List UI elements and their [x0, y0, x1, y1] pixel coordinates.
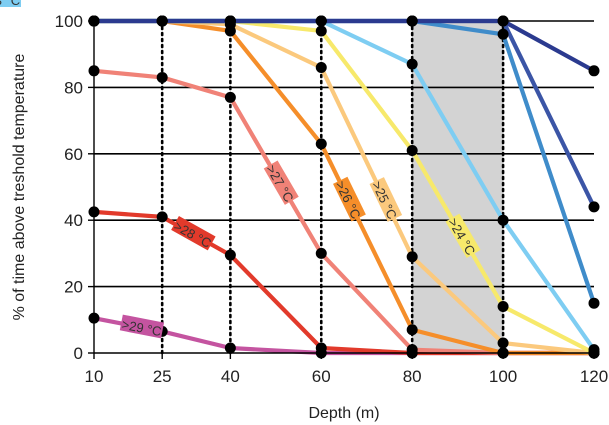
series-label: >25 °C: [369, 179, 400, 222]
data-point: [406, 58, 418, 70]
data-point: [156, 71, 168, 83]
data-point: [497, 214, 509, 226]
y-tick-label: 20: [64, 278, 83, 297]
series-label-group: >25 °C: [369, 177, 403, 222]
series-label-bg: [263, 160, 299, 205]
data-point: [588, 65, 600, 77]
data-point: [315, 138, 327, 150]
series-label-bg: [171, 215, 216, 251]
series-label: >23 °C: [0, 0, 20, 8]
data-point: [156, 15, 168, 27]
data-point: [588, 297, 600, 309]
data-point: [224, 25, 236, 37]
series-label-bg: [119, 314, 165, 339]
y-tick-label: 100: [55, 12, 83, 31]
series-label-bg: [445, 213, 481, 258]
series-label-group: >23 °C: [0, 0, 21, 8]
series-label: >28 °C: [171, 218, 213, 251]
data-point: [406, 15, 418, 27]
series-label: >27 °C: [263, 162, 296, 204]
data-point: [588, 201, 600, 213]
x-tick-label: 100: [489, 367, 517, 386]
series-label-group: >28 °C: [171, 215, 216, 251]
data-point: [497, 337, 509, 349]
y-tick-label: 80: [64, 78, 83, 97]
x-tick-label: 25: [153, 367, 172, 386]
x-tick-label: 10: [85, 367, 104, 386]
x-tick-label: 40: [221, 367, 240, 386]
data-point: [406, 324, 418, 336]
series-label-group: >26 °C: [333, 176, 366, 222]
data-point: [406, 251, 418, 263]
data-point: [315, 247, 327, 259]
series-label-bg: [333, 176, 366, 222]
data-point: [224, 91, 236, 103]
data-point: [497, 301, 509, 313]
series-label-bg: [369, 177, 403, 222]
series-label: >29 °C: [120, 317, 162, 339]
data-points: [88, 15, 600, 359]
axis-frame: [93, 19, 594, 354]
data-point: [315, 61, 327, 73]
data-point: [224, 342, 236, 354]
data-point: [497, 15, 509, 27]
y-tick-label: 40: [64, 211, 83, 230]
x-tick-label: 60: [312, 367, 331, 386]
x-axis-title: Depth (m): [308, 405, 379, 422]
data-point: [315, 15, 327, 27]
data-point: [497, 28, 509, 40]
series-label-group: >27 °C: [263, 160, 299, 205]
x-axis-ticks: 10 25 40 60 80 100 120: [85, 353, 608, 386]
series-label-group: >29 °C: [119, 314, 165, 339]
series-label: >26 °C: [333, 178, 364, 221]
x-tick-label: 120: [580, 367, 608, 386]
data-point: [224, 249, 236, 261]
series-label-bg: [0, 0, 21, 7]
data-point: [315, 25, 327, 37]
shaded-band: [412, 21, 504, 353]
y-tick-label: 0: [74, 344, 83, 363]
data-point: [156, 211, 168, 223]
y-axis-title: % of time above treshold temperature: [11, 54, 28, 321]
x-tick-label: 80: [403, 367, 422, 386]
data-point: [406, 144, 418, 156]
y-tick-label: 60: [64, 145, 83, 164]
y-axis-ticks: 0 20 40 60 80 100: [55, 12, 94, 363]
